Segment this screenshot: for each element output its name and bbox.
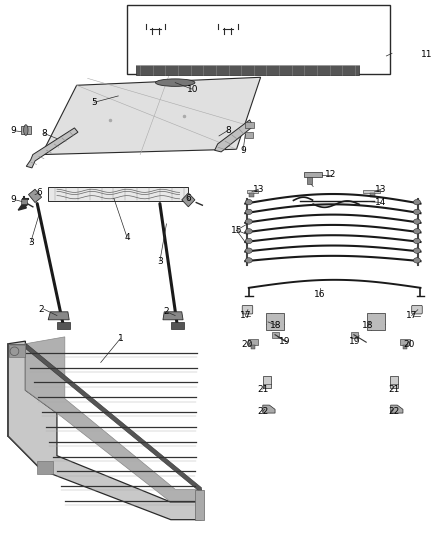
Ellipse shape (245, 238, 252, 244)
Polygon shape (363, 190, 380, 193)
Text: 10: 10 (187, 85, 198, 94)
Polygon shape (263, 405, 275, 413)
Text: 8: 8 (225, 126, 231, 135)
Text: 3: 3 (28, 238, 34, 247)
Text: 5: 5 (91, 98, 97, 107)
Bar (249, 193, 254, 197)
Ellipse shape (413, 199, 420, 205)
Bar (403, 345, 407, 349)
Text: 15: 15 (231, 226, 242, 235)
Text: 2: 2 (164, 308, 169, 316)
Bar (390, 376, 398, 388)
FancyBboxPatch shape (412, 305, 422, 314)
Ellipse shape (245, 229, 252, 234)
Text: 12: 12 (325, 171, 336, 179)
Bar (351, 332, 358, 338)
Text: 22: 22 (389, 407, 400, 416)
Ellipse shape (413, 219, 420, 224)
Ellipse shape (245, 199, 252, 205)
Bar (171, 322, 184, 329)
Bar (21, 126, 31, 134)
Text: 18: 18 (362, 321, 374, 329)
Polygon shape (48, 312, 69, 320)
Text: 3: 3 (157, 257, 163, 265)
Text: 9: 9 (10, 196, 16, 204)
Text: 8: 8 (41, 129, 47, 138)
Text: 9: 9 (10, 126, 16, 135)
Text: 17: 17 (240, 311, 251, 320)
Ellipse shape (245, 248, 252, 253)
Text: 21: 21 (389, 385, 400, 393)
Text: 19: 19 (279, 337, 290, 345)
Bar (48, 187, 188, 201)
Bar (251, 345, 255, 349)
Bar (263, 376, 271, 388)
Text: 11: 11 (420, 50, 432, 59)
Polygon shape (25, 337, 201, 502)
Bar (367, 313, 385, 330)
Bar (304, 172, 322, 177)
Ellipse shape (373, 319, 378, 325)
Text: 17: 17 (406, 311, 417, 320)
Text: 21: 21 (257, 385, 268, 393)
Polygon shape (28, 189, 42, 203)
Bar (248, 339, 258, 345)
Bar (307, 177, 312, 184)
Polygon shape (391, 405, 403, 413)
Text: 2: 2 (39, 305, 44, 313)
Bar (9, 345, 25, 357)
Ellipse shape (272, 319, 278, 325)
Bar (272, 332, 279, 338)
Bar (245, 132, 253, 138)
Ellipse shape (155, 79, 195, 86)
Text: 4: 4 (124, 233, 130, 241)
Ellipse shape (413, 258, 420, 263)
Text: 6: 6 (185, 194, 191, 203)
Bar (195, 490, 204, 520)
Bar (370, 193, 375, 197)
Polygon shape (163, 312, 183, 320)
Polygon shape (26, 344, 201, 493)
Polygon shape (247, 190, 258, 193)
Bar (127, 5, 390, 74)
Ellipse shape (245, 258, 252, 263)
Text: 14: 14 (375, 198, 387, 207)
Ellipse shape (245, 209, 252, 215)
Ellipse shape (413, 248, 420, 253)
Polygon shape (182, 193, 195, 207)
Bar (37, 461, 53, 474)
Text: 13: 13 (253, 185, 264, 193)
Text: 13: 13 (375, 185, 387, 193)
Bar (266, 313, 284, 330)
Text: 16: 16 (314, 290, 325, 299)
Polygon shape (215, 120, 253, 152)
FancyBboxPatch shape (242, 305, 253, 314)
Bar (57, 322, 70, 329)
Bar (245, 122, 254, 128)
Text: 9: 9 (240, 146, 246, 155)
Ellipse shape (413, 229, 420, 234)
Ellipse shape (413, 238, 420, 244)
Text: 1: 1 (117, 334, 124, 343)
Text: 22: 22 (257, 407, 268, 416)
Polygon shape (8, 341, 201, 520)
Polygon shape (42, 77, 261, 155)
Ellipse shape (24, 125, 28, 135)
Bar (21, 199, 27, 204)
Text: 20: 20 (242, 341, 253, 349)
FancyArrow shape (18, 203, 28, 210)
Text: 20: 20 (404, 341, 415, 349)
Ellipse shape (245, 219, 252, 224)
Text: 6: 6 (36, 189, 42, 197)
Bar (136, 65, 359, 75)
Ellipse shape (413, 209, 420, 215)
Bar (400, 339, 410, 345)
Text: 18: 18 (270, 321, 282, 329)
Polygon shape (26, 128, 78, 168)
Text: 19: 19 (349, 337, 360, 345)
